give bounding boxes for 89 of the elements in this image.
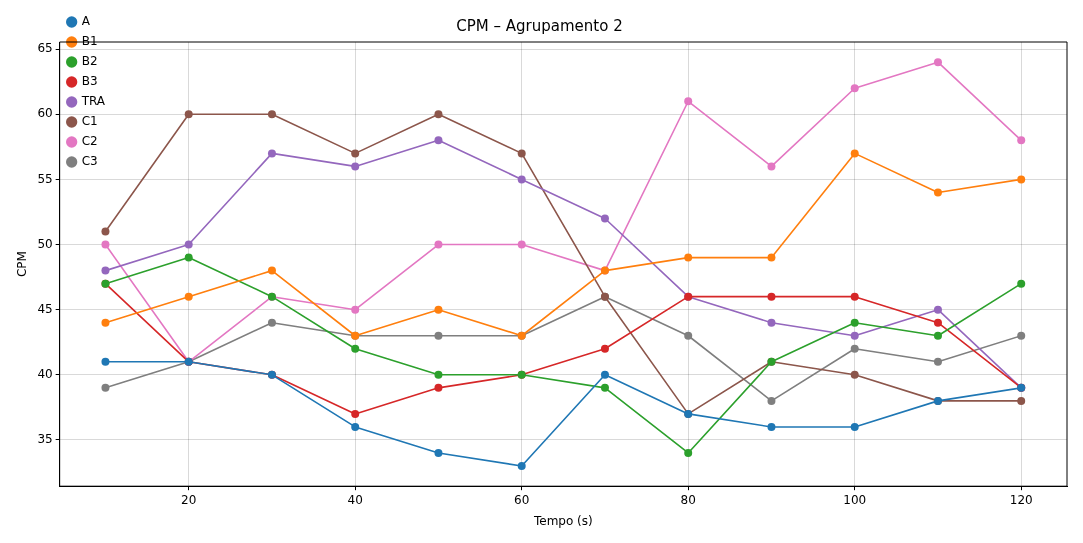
point	[517, 175, 526, 184]
point	[933, 331, 942, 340]
point	[351, 409, 360, 418]
point	[684, 253, 693, 262]
x-axis-title: Tempo (s)	[532, 513, 593, 528]
point	[1017, 396, 1026, 405]
x-tick-label: 40	[347, 492, 363, 507]
legend-label: A	[81, 14, 91, 29]
x-tick-label: 20	[181, 492, 197, 507]
point	[850, 292, 859, 301]
y-tick-label: 60	[37, 106, 53, 121]
point	[351, 422, 360, 431]
point	[351, 162, 360, 171]
point	[850, 344, 859, 353]
point	[933, 305, 942, 314]
point	[184, 110, 193, 119]
y-tick-label: 40	[37, 366, 53, 381]
point	[267, 110, 276, 119]
point	[101, 357, 110, 366]
point	[933, 357, 942, 366]
point	[517, 462, 526, 471]
point	[850, 318, 859, 327]
point	[767, 162, 776, 171]
point	[767, 253, 776, 262]
point	[850, 422, 859, 431]
point	[351, 305, 360, 314]
point	[850, 84, 859, 93]
point	[184, 292, 193, 301]
y-tick-label: 45	[37, 301, 53, 316]
point	[517, 149, 526, 158]
point	[434, 240, 443, 249]
point	[434, 110, 443, 119]
y-tick-label: 35	[37, 432, 53, 447]
point	[267, 266, 276, 275]
point	[434, 383, 443, 392]
point	[101, 318, 110, 327]
x-tick-label: 120	[1009, 492, 1033, 507]
point	[517, 240, 526, 249]
legend-label: C2	[81, 134, 98, 149]
point	[351, 344, 360, 353]
point	[101, 266, 110, 275]
point	[267, 149, 276, 158]
point	[184, 240, 193, 249]
point	[933, 58, 942, 67]
legend-label: C3	[81, 154, 98, 169]
point	[434, 136, 443, 145]
point	[1017, 331, 1026, 340]
point	[101, 383, 110, 392]
point	[600, 214, 609, 223]
y-tick-label: 55	[37, 171, 53, 186]
point	[684, 448, 693, 457]
legend-label: B3	[81, 74, 98, 89]
point	[767, 318, 776, 327]
point	[684, 331, 693, 340]
point	[434, 448, 443, 457]
point	[101, 227, 110, 236]
point	[850, 370, 859, 379]
x-tick-label: 100	[843, 492, 867, 507]
point	[184, 253, 193, 262]
point	[434, 305, 443, 314]
point	[933, 318, 942, 327]
point	[767, 396, 776, 405]
legend-label: B2	[81, 54, 98, 69]
point	[267, 318, 276, 327]
y-tick-label: 50	[37, 236, 53, 251]
x-tick-label: 80	[680, 492, 696, 507]
point	[933, 188, 942, 197]
point	[351, 149, 360, 158]
point	[600, 344, 609, 353]
chart-title: CPM – Agrupamento 2	[456, 16, 623, 35]
point	[1017, 279, 1026, 288]
point	[101, 240, 110, 249]
point	[434, 331, 443, 340]
point	[850, 331, 859, 340]
legend-label: C1	[81, 114, 98, 129]
legend-label: TRA	[80, 94, 106, 109]
point	[1017, 136, 1026, 145]
point	[434, 370, 443, 379]
x-tick-label: 60	[514, 492, 530, 507]
y-tick-label: 65	[37, 41, 53, 56]
point	[850, 149, 859, 158]
point	[767, 422, 776, 431]
point	[684, 97, 693, 106]
legend-label: B1	[81, 34, 98, 49]
point	[767, 292, 776, 301]
point	[600, 370, 609, 379]
point	[1017, 175, 1026, 184]
y-axis-title: CPM	[15, 251, 30, 278]
point	[600, 383, 609, 392]
